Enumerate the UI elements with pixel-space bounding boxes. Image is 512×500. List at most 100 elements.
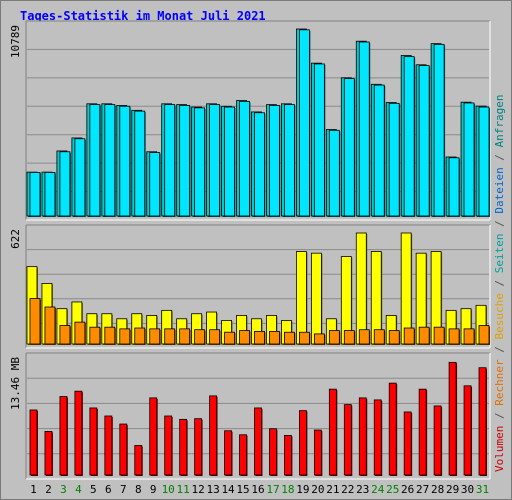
bar-dateien-day-21: [328, 129, 340, 217]
bar-besuche-day-30: [463, 328, 475, 345]
x-tick-label-day-31: 31: [476, 483, 489, 496]
bar-besuche-day-4: [74, 321, 86, 345]
bar-besuche-day-26: [403, 327, 415, 345]
bar-dateien-day-28: [433, 44, 445, 217]
bar-dateien-day-19: [299, 29, 310, 217]
bar-volumen-day-25: [388, 382, 397, 476]
bar-seiten-day-23: [355, 232, 367, 345]
bar-volumen-day-15: [239, 434, 247, 476]
x-tick-label-day-26: 26: [401, 483, 414, 496]
panel-volume: 13.46 MB: [9, 352, 491, 480]
bar-besuche-day-12: [194, 329, 206, 345]
x-tick-label-day-22: 22: [341, 483, 354, 496]
bar-besuche-day-20: [313, 333, 325, 345]
bar-dateien-day-13: [209, 104, 220, 217]
bar-dateien-day-17: [269, 105, 280, 217]
bar-dateien-day-11: [179, 105, 191, 217]
x-tick-label-day-5: 5: [90, 483, 97, 496]
x-tick-label-day-29: 29: [446, 483, 459, 496]
x-tick-label-day-12: 12: [192, 483, 205, 496]
bar-dateien-day-14: [224, 106, 235, 217]
bar-dateien-day-9: [149, 152, 161, 217]
bar-besuche-day-1: [29, 298, 41, 345]
bar-volumen-day-19: [299, 410, 307, 476]
legend-separator: /: [493, 214, 506, 234]
legend-rechner: Rechner: [493, 359, 506, 406]
legend: Volumen / Rechner / Besuche / Seiten / D…: [493, 94, 506, 472]
bar-volumen-day-27: [418, 388, 427, 476]
bar-dateien-day-18: [284, 104, 295, 217]
x-tick-label-day-4: 4: [75, 483, 82, 496]
bar-besuche-day-17: [269, 330, 280, 345]
legend-dateien: Dateien: [493, 167, 506, 213]
bar-volumen-day-10: [164, 415, 173, 476]
bar-besuche-day-16: [254, 330, 265, 345]
bar-volumen-day-28: [433, 405, 442, 476]
legend-separator: /: [493, 340, 506, 360]
bar-besuche-day-31: [478, 325, 490, 345]
legend-separator: /: [493, 147, 506, 167]
x-tick-label-day-30: 30: [461, 483, 474, 496]
bar-dateien-day-29: [448, 157, 460, 217]
bar-volumen-day-29: [448, 361, 457, 476]
x-tick-label-day-20: 20: [311, 483, 324, 496]
bar-volumen-day-13: [209, 395, 217, 476]
bar-besuche-day-24: [373, 329, 385, 345]
bar-besuche-day-22: [343, 330, 355, 345]
bar-dateien-day-16: [254, 112, 265, 217]
bar-besuche-day-21: [328, 330, 340, 345]
bar-dateien-day-27: [418, 65, 430, 217]
x-tick-label-day-13: 13: [206, 483, 219, 496]
x-tick-label-day-28: 28: [431, 483, 444, 496]
legend-separator: /: [493, 406, 506, 426]
bar-seiten-day-20: [310, 252, 322, 345]
y-axis-max-label: 622: [9, 229, 22, 249]
x-tick-label-day-14: 14: [221, 483, 235, 496]
bar-dateien-day-26: [403, 56, 415, 217]
x-tick-label-day-25: 25: [386, 483, 399, 496]
bar-besuche-day-3: [59, 325, 71, 345]
bar-besuche-day-13: [209, 329, 220, 345]
bar-volumen-day-18: [284, 435, 292, 476]
bar-volumen-day-12: [194, 418, 203, 476]
bar-dateien-day-10: [164, 104, 176, 217]
bar-dateien-day-20: [313, 63, 325, 217]
bar-besuche-day-14: [224, 331, 235, 345]
x-tick-label-day-19: 19: [296, 483, 309, 496]
bar-besuche-day-27: [418, 326, 430, 345]
x-tick-label-day-23: 23: [356, 483, 369, 496]
bar-dateien-day-8: [134, 110, 146, 217]
legend-volumen: Volumen: [493, 426, 506, 472]
x-tick-label-day-17: 17: [266, 483, 279, 496]
bar-volumen-day-23: [358, 397, 367, 476]
x-tick-label-day-6: 6: [105, 483, 112, 496]
bar-volumen-day-16: [254, 407, 262, 476]
bar-dateien-day-30: [463, 102, 475, 217]
bar-volumen-day-3: [59, 396, 68, 476]
x-tick-label-day-21: 21: [326, 483, 339, 496]
bar-volumen-day-6: [104, 415, 113, 476]
bar-volumen-day-24: [373, 399, 382, 476]
x-tick-label-day-2: 2: [45, 483, 52, 496]
legend-anfragen: Anfragen: [493, 94, 506, 147]
bar-volumen-day-1: [29, 409, 38, 476]
bar-dateien-day-25: [388, 102, 400, 217]
bar-besuche-day-2: [44, 306, 56, 345]
bar-dateien-day-24: [373, 84, 385, 217]
bar-dateien-day-1: [29, 172, 41, 217]
x-tick-label-day-11: 11: [177, 483, 190, 496]
bar-besuche-day-8: [134, 327, 146, 345]
bar-volumen-day-8: [134, 445, 143, 476]
bar-volumen-day-26: [403, 411, 412, 476]
bar-dateien-day-5: [89, 104, 101, 217]
x-tick-label-day-9: 9: [150, 483, 157, 496]
bar-volumen-day-2: [44, 431, 53, 476]
bar-seiten-day-19: [296, 251, 307, 345]
legend-seiten: Seiten: [493, 234, 506, 274]
bar-seiten-day-26: [400, 232, 412, 345]
bar-besuche-day-28: [433, 326, 445, 345]
bar-besuche-day-25: [388, 330, 400, 345]
bar-dateien-day-3: [59, 151, 71, 217]
x-tick-label-day-16: 16: [251, 483, 264, 496]
